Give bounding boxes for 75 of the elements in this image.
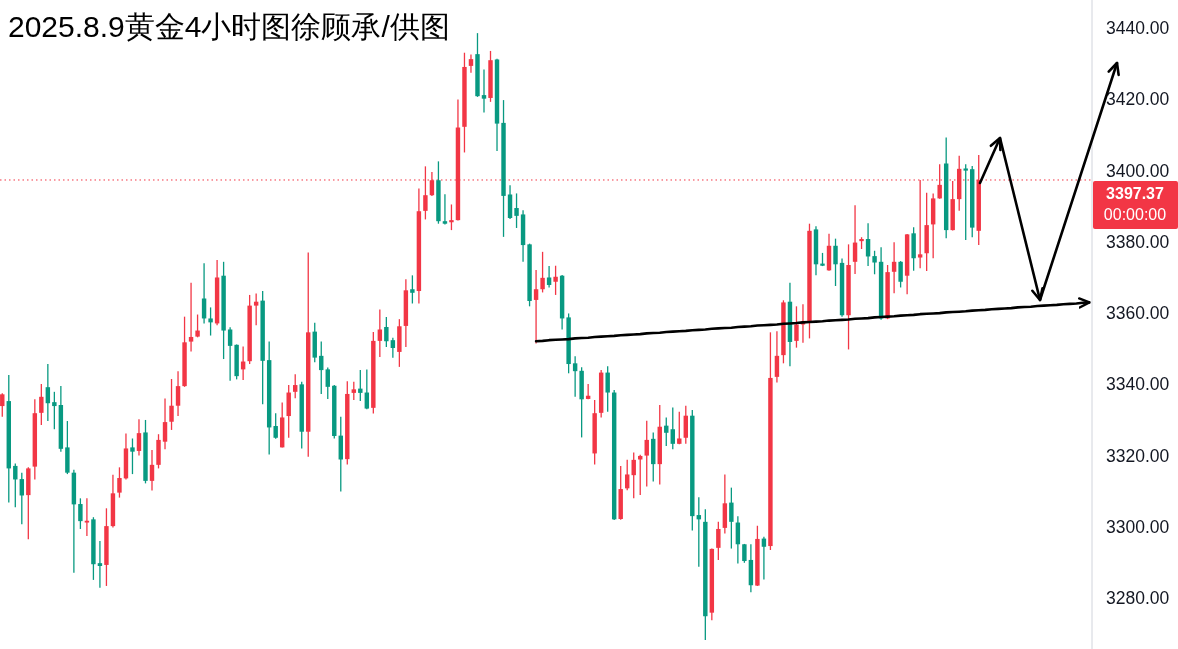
candlestick — [325, 366, 330, 400]
candlestick — [201, 262, 207, 325]
candlestick — [605, 365, 610, 413]
candlestick — [84, 497, 90, 537]
candlestick — [384, 316, 389, 348]
candlestick — [540, 251, 545, 294]
candlestick — [429, 171, 435, 197]
candlestick — [169, 378, 174, 431]
candlestick — [683, 405, 689, 445]
candlestick — [338, 416, 343, 493]
candlestick — [175, 370, 181, 417]
candlestick — [481, 68, 487, 114]
candlestick — [13, 462, 18, 508]
candlestick — [449, 203, 454, 231]
candlestick — [794, 305, 799, 349]
candlestick — [130, 437, 135, 475]
candlestick — [442, 193, 448, 226]
candlestick — [227, 326, 233, 382]
y-tick-label: 3440.00 — [1106, 18, 1170, 39]
candlestick — [136, 418, 142, 457]
candlestick — [364, 368, 370, 410]
title: 2025.8.9黄金4小时图徐顾承/供图 — [8, 9, 450, 43]
y-tick-label: 3300.00 — [1106, 516, 1170, 537]
candlestick — [293, 373, 298, 399]
candlestick — [351, 381, 357, 401]
candlestick — [39, 383, 44, 426]
candlestick — [872, 250, 877, 275]
y-tick-label: 3320.00 — [1106, 445, 1170, 466]
y-tick-label: 3380.00 — [1106, 231, 1170, 252]
candlestick — [208, 306, 213, 337]
candlestick — [533, 269, 539, 345]
candlestick — [917, 179, 923, 269]
y-tick-label: 3420.00 — [1106, 89, 1170, 110]
candlestick — [729, 486, 734, 550]
y-tick-label: 3340.00 — [1106, 374, 1170, 395]
candlestick — [937, 163, 942, 200]
candlestick — [507, 184, 513, 220]
candlestick — [253, 292, 259, 326]
candlestick — [0, 392, 5, 418]
candlestick — [149, 449, 155, 492]
candlestick — [97, 540, 103, 589]
candlestick — [833, 238, 838, 287]
candlestick — [644, 420, 649, 488]
y-tick-label: 3360.00 — [1106, 303, 1170, 324]
candlestick — [898, 260, 903, 289]
candlestick — [188, 282, 194, 353]
candlestick — [423, 165, 428, 221]
candlestick — [670, 406, 675, 450]
candlestick — [117, 466, 122, 499]
annotation: 00:00:00 — [1103, 206, 1167, 224]
candlestick — [891, 241, 897, 294]
candlestick — [358, 369, 363, 402]
candlestick — [377, 308, 383, 358]
candlestick — [963, 163, 968, 241]
candlestick — [716, 521, 721, 561]
candlestick — [162, 397, 168, 450]
candlestick — [468, 53, 474, 74]
candlestick — [390, 337, 396, 359]
candlestick — [286, 384, 291, 439]
y-tick-label: 3400.00 — [1106, 160, 1170, 181]
candlestick — [78, 497, 83, 530]
candlestick — [677, 411, 682, 445]
candlestick — [410, 274, 415, 305]
candlestick — [546, 265, 552, 289]
candlestick — [774, 330, 780, 384]
candlestick — [638, 454, 643, 496]
y-tick-label: 3280.00 — [1106, 588, 1170, 609]
candlestick — [625, 459, 630, 491]
candlestick — [514, 192, 519, 229]
candlestick — [52, 391, 57, 430]
candlestick — [553, 265, 558, 296]
candlestick — [45, 363, 51, 422]
candlestick — [572, 355, 578, 398]
ref-line-label: 3397.37 — [1106, 185, 1164, 203]
candlestick — [273, 412, 278, 440]
